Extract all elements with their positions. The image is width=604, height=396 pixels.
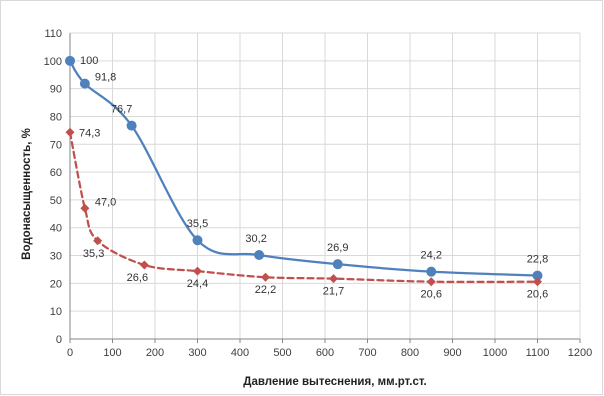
x-tick-label: 700 [358, 347, 376, 359]
data-point [533, 277, 542, 287]
data-point [126, 120, 137, 131]
y-tick-label: 50 [50, 195, 62, 207]
data-label: 20,6 [527, 289, 548, 301]
y-tick-label: 0 [56, 334, 62, 346]
y-tick-label: 80 [50, 111, 62, 123]
data-point [79, 78, 90, 89]
y-axis-title: Водонасыщенность, % [21, 128, 33, 260]
y-tick-label: 60 [50, 167, 62, 179]
x-tick-label: 200 [146, 347, 164, 359]
data-label: 26,6 [127, 272, 148, 284]
data-label: 76,7 [111, 104, 132, 116]
data-label: 74,3 [79, 127, 100, 139]
x-tick-label: 100 [103, 347, 121, 359]
data-label: 30,2 [245, 233, 266, 245]
x-tick-label: 500 [273, 347, 291, 359]
series-layer [65, 55, 543, 287]
data-label: 35,3 [83, 248, 104, 260]
data-point [93, 236, 103, 246]
y-tick-label: 70 [50, 139, 62, 151]
data-point [139, 260, 149, 270]
x-axis-title: Давление вытеснения, мм.рт.ст. [243, 376, 426, 388]
data-label: 21,7 [323, 286, 344, 298]
data-label: 24,2 [421, 250, 442, 262]
data-point [192, 235, 203, 246]
data-point [261, 272, 270, 282]
x-tick-label: 900 [443, 347, 461, 359]
series-line [68, 59, 539, 277]
x-tick-label: 1200 [568, 347, 592, 359]
series-line [68, 131, 539, 284]
y-tick-label: 20 [50, 278, 62, 290]
y-tick-label: 100 [44, 56, 62, 68]
data-point [80, 203, 90, 213]
label-layer: 100 91,8 76,7 35,5 30,2 26,9 24,2 22,8 74,3 47,0 3… [79, 55, 548, 301]
y-tick-label: 10 [50, 306, 62, 318]
data-point [426, 277, 436, 287]
data-label: 24,4 [187, 278, 208, 290]
data-label: 22,8 [527, 254, 548, 266]
data-point [193, 266, 202, 276]
grid-layer [70, 32, 581, 339]
data-label: 22,2 [255, 284, 276, 296]
x-tick-label: 1000 [483, 347, 507, 359]
data-point [65, 127, 75, 137]
x-tick-label: 400 [231, 347, 249, 359]
data-label: 91,8 [95, 72, 116, 84]
x-tick-label: 800 [401, 347, 419, 359]
y-tick-label: 30 [50, 251, 62, 263]
x-tick-label: 1100 [526, 347, 550, 359]
data-point [65, 55, 75, 66]
x-tick-label: 0 [67, 347, 73, 359]
data-point [426, 266, 437, 277]
data-label: 35,5 [187, 218, 208, 230]
x-tick-label: 300 [188, 347, 206, 359]
data-point [332, 259, 343, 270]
y-tick-label: 40 [50, 223, 62, 235]
x-tick-label: 600 [316, 347, 334, 359]
data-label: 100 [80, 55, 98, 67]
data-point [254, 249, 265, 260]
y-tick-label: 110 [44, 28, 62, 40]
data-label: 26,9 [327, 242, 348, 254]
data-label: 47,0 [95, 196, 116, 208]
y-tick-label: 90 [50, 84, 62, 96]
data-point [329, 274, 338, 284]
data-label: 20,6 [421, 289, 442, 301]
